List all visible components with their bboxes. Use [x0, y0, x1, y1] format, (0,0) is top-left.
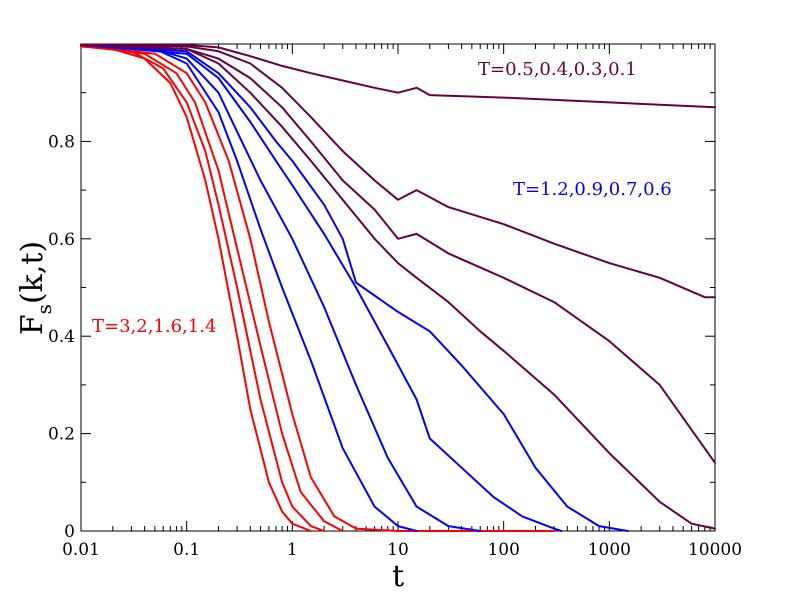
x-tick-label: 10000 — [688, 540, 742, 560]
x-axis-label: t — [392, 559, 404, 594]
x-tick-label: 1000 — [588, 540, 631, 560]
series-line-t-1-4 — [80, 44, 556, 532]
y-tick-label: 0.2 — [48, 425, 75, 445]
series-line-t-0-3 — [80, 44, 716, 299]
annotation-high-temperatures: T=3,2,1.6,1.4 — [92, 316, 216, 337]
x-tick-label: 100 — [487, 540, 519, 560]
x-tick-label: 1 — [287, 540, 298, 560]
annotation-mid-temperatures: T=1.2,0.9,0.7,0.6 — [513, 179, 672, 200]
series-line-t-0-9 — [80, 44, 482, 532]
y-tick-label: 0 — [64, 522, 75, 542]
y-tick-label: 0.4 — [48, 327, 75, 347]
series-line-t-0-4 — [80, 44, 716, 464]
axis-tick-labels: 0.01 0.1 1 10 100 1000 10000 0 0.2 0.4 0.6 0.8 — [48, 132, 742, 560]
series-line-t-0-7 — [80, 44, 563, 532]
series-line-t-2 — [80, 45, 326, 532]
plot-frame — [80, 43, 716, 532]
series-line-t-0-5 — [80, 44, 716, 530]
axis-ticks — [80, 44, 716, 532]
x-tick-label: 0.01 — [62, 540, 100, 560]
svg-text:Fs(k,t): Fs(k,t) — [15, 241, 56, 335]
annotation-low-temperatures: T=0.5,0.4,0.3,0.1 — [478, 59, 637, 80]
y-axis-label-sub: s — [32, 304, 56, 314]
series-line-t-0-1 — [80, 43, 716, 109]
x-tick-label: 0.1 — [173, 540, 200, 560]
y-axis-label: Fs(k,t) — [15, 241, 56, 335]
y-tick-label: 0.6 — [48, 230, 75, 250]
series-layer — [80, 43, 716, 532]
series-line-t-1-6 — [80, 44, 344, 532]
series-line-t-0-6 — [80, 44, 629, 532]
y-axis-label-main: F — [15, 314, 50, 335]
x-tick-label: 10 — [387, 540, 409, 560]
series-line-t-1-2 — [80, 44, 418, 532]
y-tick-label: 0.8 — [48, 132, 75, 152]
y-axis-label-tail: (k,t) — [15, 241, 50, 304]
